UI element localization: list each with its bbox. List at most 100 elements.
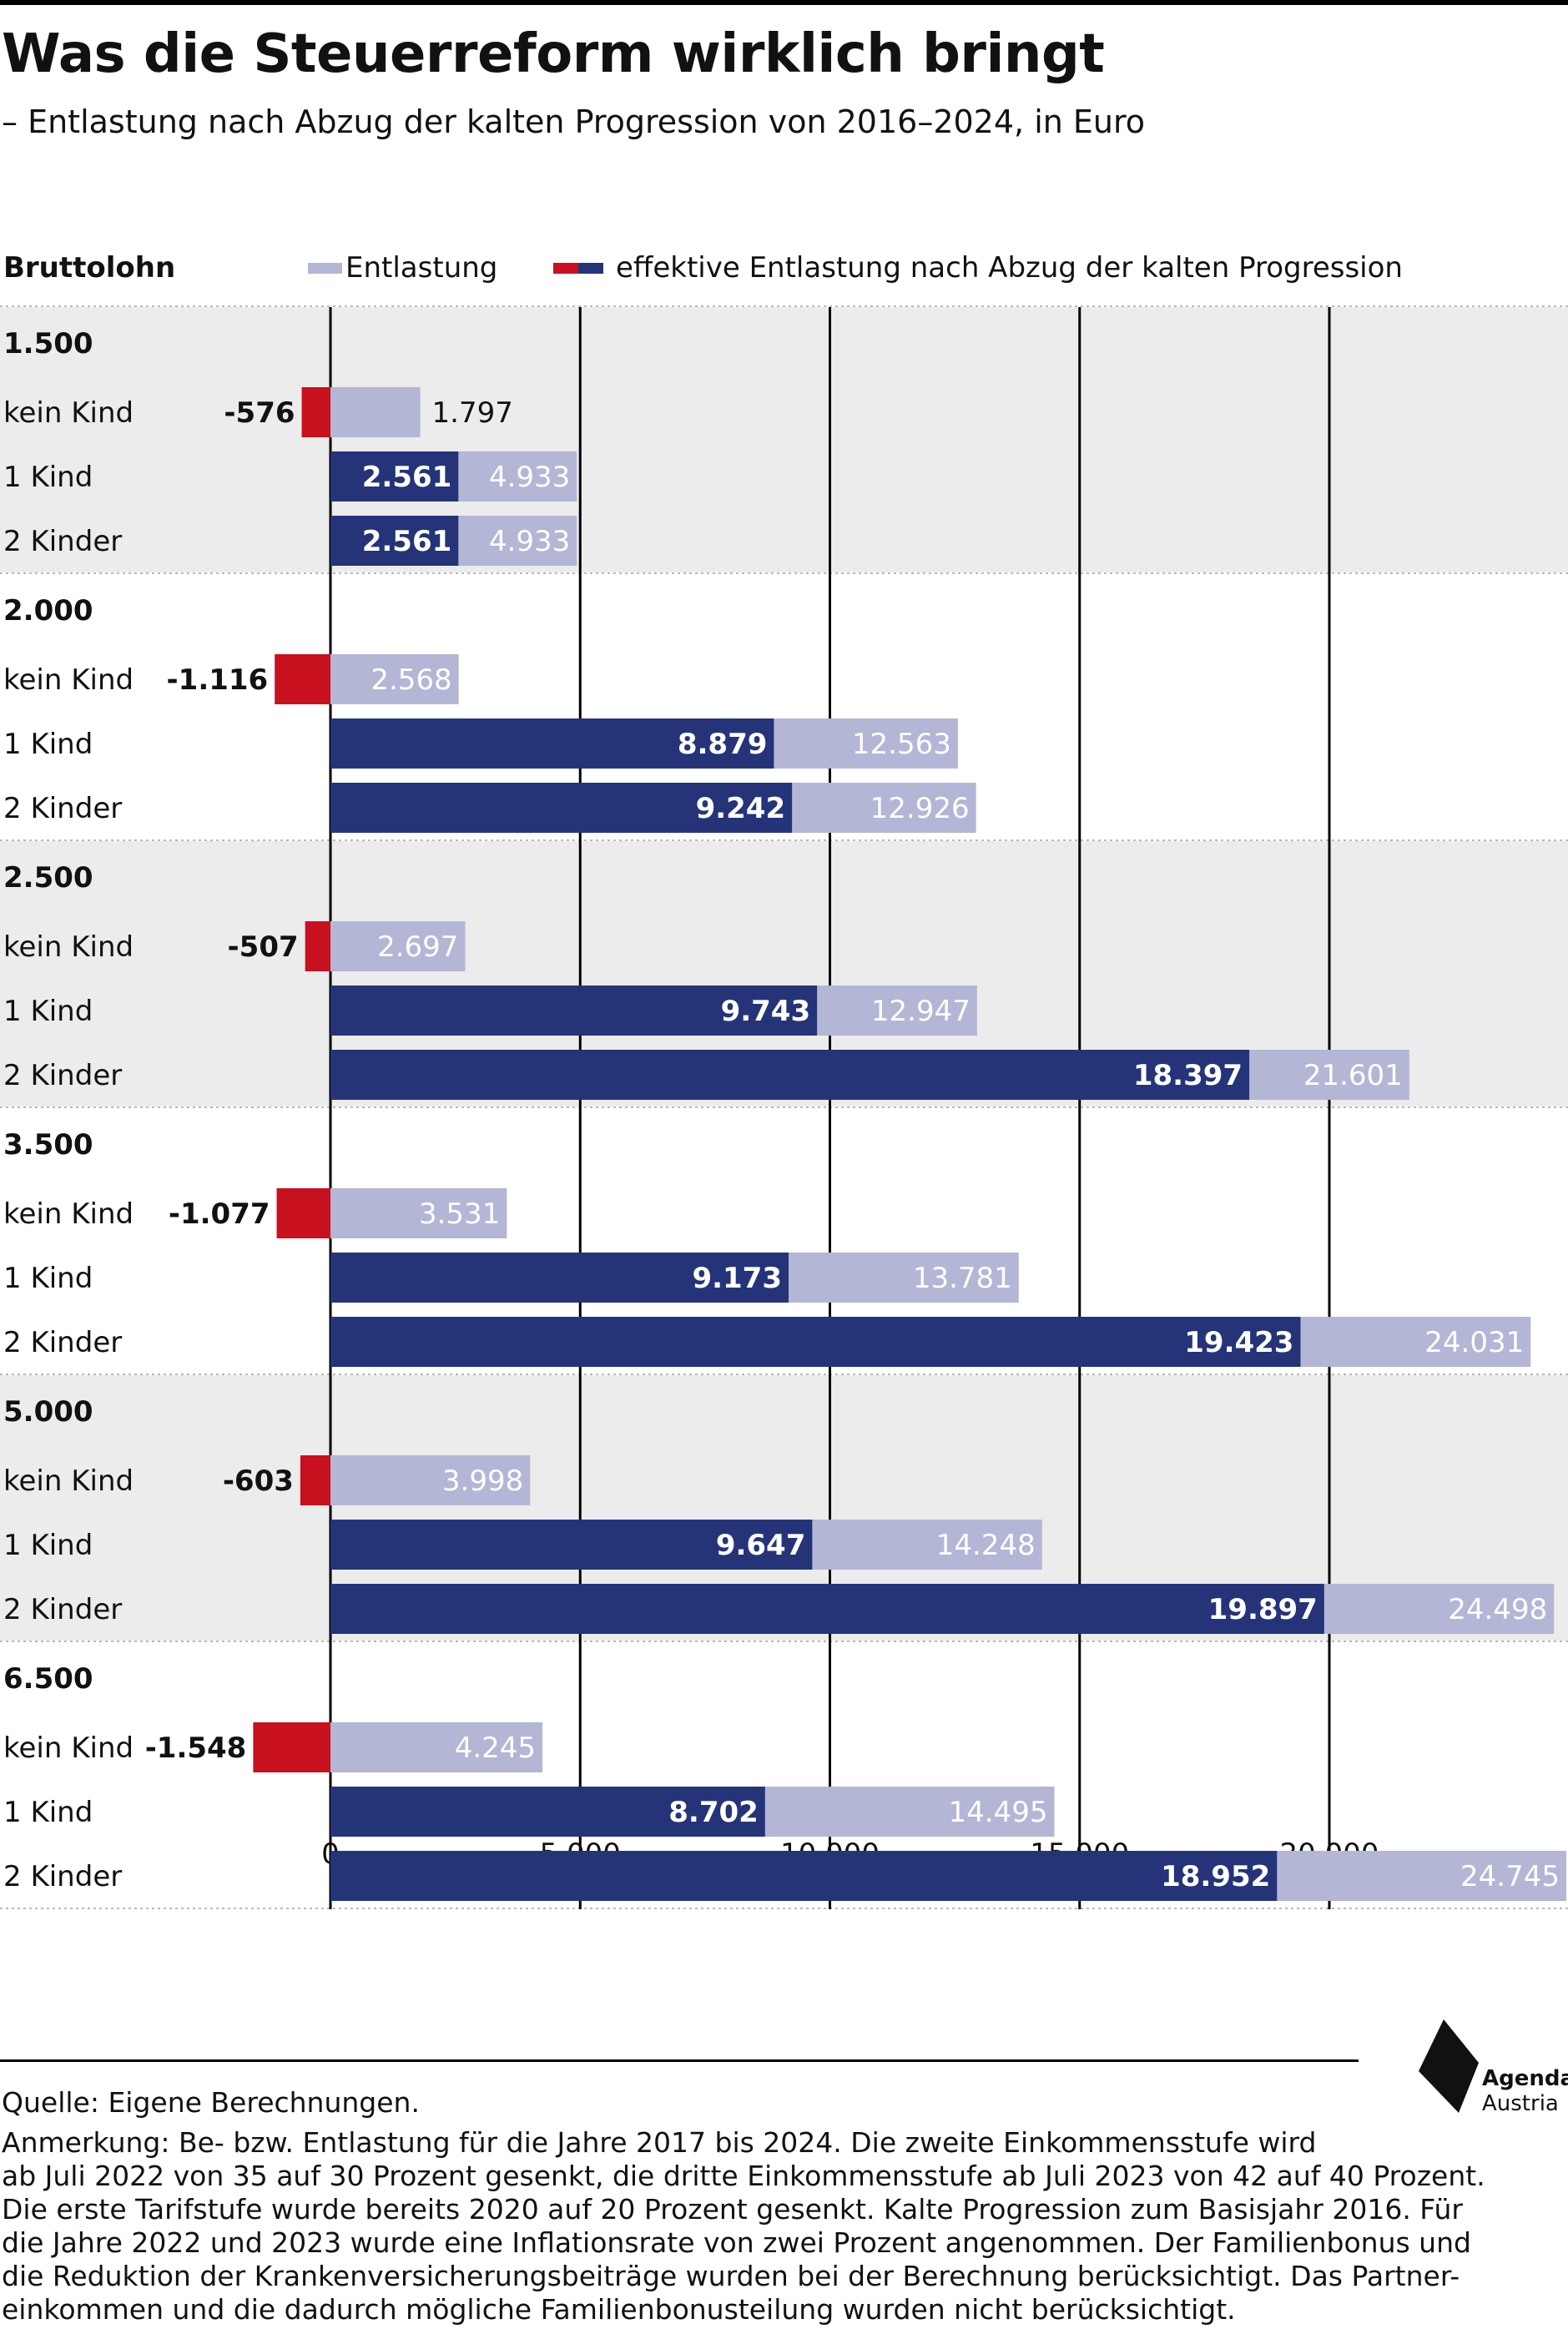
effektiv-label: 2.561 [362, 525, 452, 558]
legend-label-effektiv: effektive Entlastung nach Abzug der kalt… [616, 251, 1403, 285]
effektiv-label: 18.952 [1161, 1860, 1270, 1893]
entlastung-label: 12.947 [871, 995, 971, 1028]
note-text: Anmerkung: Be- bzw. Entlastung für die J… [2, 2126, 1562, 2326]
bar-effektiv [330, 451, 459, 502]
entlastung-label: 2.568 [371, 663, 451, 697]
row-label: 1 Kind [3, 995, 93, 1028]
entlastung-label: 4.245 [455, 1732, 536, 1765]
row-label: kein Kind [3, 1197, 134, 1231]
effektiv-label: 9.173 [692, 1262, 782, 1295]
logo-text-line1: Agenda [1482, 2066, 1568, 2091]
entlastung-label: 1.797 [432, 396, 513, 430]
logo-text-line2: Austria [1482, 2091, 1559, 2116]
bar-entlastung [330, 921, 466, 971]
effektiv-label: -507 [228, 930, 299, 964]
row-label: 1 Kind [3, 1529, 93, 1562]
bar-effektiv-negative [276, 1188, 330, 1238]
bar-effektiv [330, 1050, 1250, 1100]
entlastung-label: 13.781 [913, 1262, 1012, 1295]
entlastung-label: 21.601 [1303, 1059, 1403, 1092]
effektiv-label: 9.647 [716, 1529, 806, 1562]
row-label: 2 Kinder [3, 1326, 122, 1359]
effektiv-label: -1.077 [169, 1197, 270, 1231]
row-label: 2 Kinder [3, 792, 122, 825]
group-label: 2.000 [3, 594, 93, 628]
note-line: Anmerkung: Be- bzw. Entlastung für die J… [2, 2126, 1317, 2159]
entlastung-label: 12.563 [852, 728, 951, 761]
effektiv-label: -576 [224, 396, 295, 430]
chart-subtitle: – Entlastung nach Abzug der kalten Progr… [2, 103, 1146, 140]
effektiv-label: 18.397 [1133, 1059, 1243, 1092]
effektiv-label: -603 [223, 1464, 294, 1498]
effektiv-label: 9.743 [721, 995, 811, 1028]
row-label: kein Kind [3, 396, 134, 430]
agenda-austria-logo: Agenda Austria [1419, 2019, 1568, 2128]
legend-swatch-positive [578, 263, 603, 274]
group-label: 6.500 [3, 1662, 93, 1696]
bar-effektiv [330, 1851, 1278, 1901]
bar-effektiv [330, 1317, 1301, 1367]
effektiv-label: 19.897 [1208, 1593, 1318, 1626]
legend-label-entlastung: Entlastung [345, 251, 497, 285]
bar-effektiv-negative [301, 387, 330, 437]
row-label: kein Kind [3, 1464, 134, 1498]
bar-entlastung [330, 1455, 531, 1505]
group-label: 5.000 [3, 1395, 93, 1429]
entlastung-label: 14.248 [936, 1529, 1036, 1562]
row-label: 1 Kind [3, 1262, 93, 1295]
effektiv-label: 9.242 [696, 792, 786, 825]
note-line: die Reduktion der Krankenversicherungsbe… [2, 2260, 1460, 2292]
note-line: die Jahre 2022 und 2023 wurde eine Infla… [2, 2226, 1471, 2259]
bar-entlastung [330, 1188, 507, 1238]
bar-effektiv-negative [300, 1455, 330, 1505]
entlastung-label: 4.933 [489, 461, 570, 494]
effektiv-label: -1.548 [145, 1732, 247, 1765]
row-label: 1 Kind [3, 1796, 93, 1829]
bar-effektiv-negative [305, 921, 330, 971]
entlastung-label: 24.031 [1424, 1326, 1524, 1359]
bar-effektiv [330, 1584, 1324, 1634]
chart-title: Was die Steuerreform wirklich bringt [2, 23, 1105, 85]
row-label: 1 Kind [3, 728, 93, 761]
entlastung-label: 2.697 [377, 930, 458, 964]
effektiv-label: 8.702 [668, 1796, 759, 1829]
legend-swatch-negative [553, 263, 578, 274]
note-line: einkommen und die dadurch mögliche Famil… [2, 2293, 1236, 2326]
bar-chart: 05.00010.00015.00020.000BruttolohnEntlas… [0, 251, 1568, 1909]
footer-rule [0, 2059, 1359, 2062]
logo-mark-icon [1419, 2019, 1479, 2113]
entlastung-label: 12.926 [870, 792, 970, 825]
bar-effektiv [330, 1253, 789, 1303]
entlastung-label: 24.498 [1448, 1593, 1547, 1626]
row-label: 2 Kinder [3, 1593, 122, 1626]
effektiv-label: 19.423 [1184, 1326, 1293, 1359]
bar-effektiv [330, 1787, 765, 1837]
effektiv-label: 2.561 [362, 461, 452, 494]
note-line: ab Juli 2022 von 35 auf 30 Prozent gesen… [2, 2160, 1485, 2192]
row-label: 2 Kinder [3, 525, 122, 558]
entlastung-label: 4.933 [489, 525, 570, 558]
top-rule [0, 0, 1568, 5]
entlastung-label: 3.998 [442, 1464, 523, 1498]
group-label: 1.500 [3, 327, 93, 360]
row-label: 1 Kind [3, 461, 93, 494]
row-label: kein Kind [3, 663, 134, 697]
bar-entlastung [330, 1722, 543, 1772]
bar-entlastung [330, 654, 459, 704]
bar-effektiv [330, 986, 818, 1036]
row-label: kein Kind [3, 1732, 134, 1765]
entlastung-label: 3.531 [419, 1197, 500, 1231]
group-label: 2.500 [3, 861, 93, 895]
bar-effektiv [330, 1520, 813, 1570]
bar-effektiv [330, 718, 774, 769]
bar-effektiv [330, 783, 793, 833]
group-band [0, 307, 1568, 572]
group-axis-label: Bruttolohn [3, 251, 175, 285]
row-label: 2 Kinder [3, 1860, 122, 1893]
bar-effektiv [330, 516, 459, 566]
bar-effektiv-negative [253, 1722, 330, 1772]
entlastung-label: 14.495 [949, 1796, 1048, 1829]
row-label: kein Kind [3, 930, 134, 964]
note-line: Die erste Tarifstufe wurde bereits 2020 … [2, 2193, 1463, 2226]
effektiv-label: -1.116 [167, 663, 269, 697]
